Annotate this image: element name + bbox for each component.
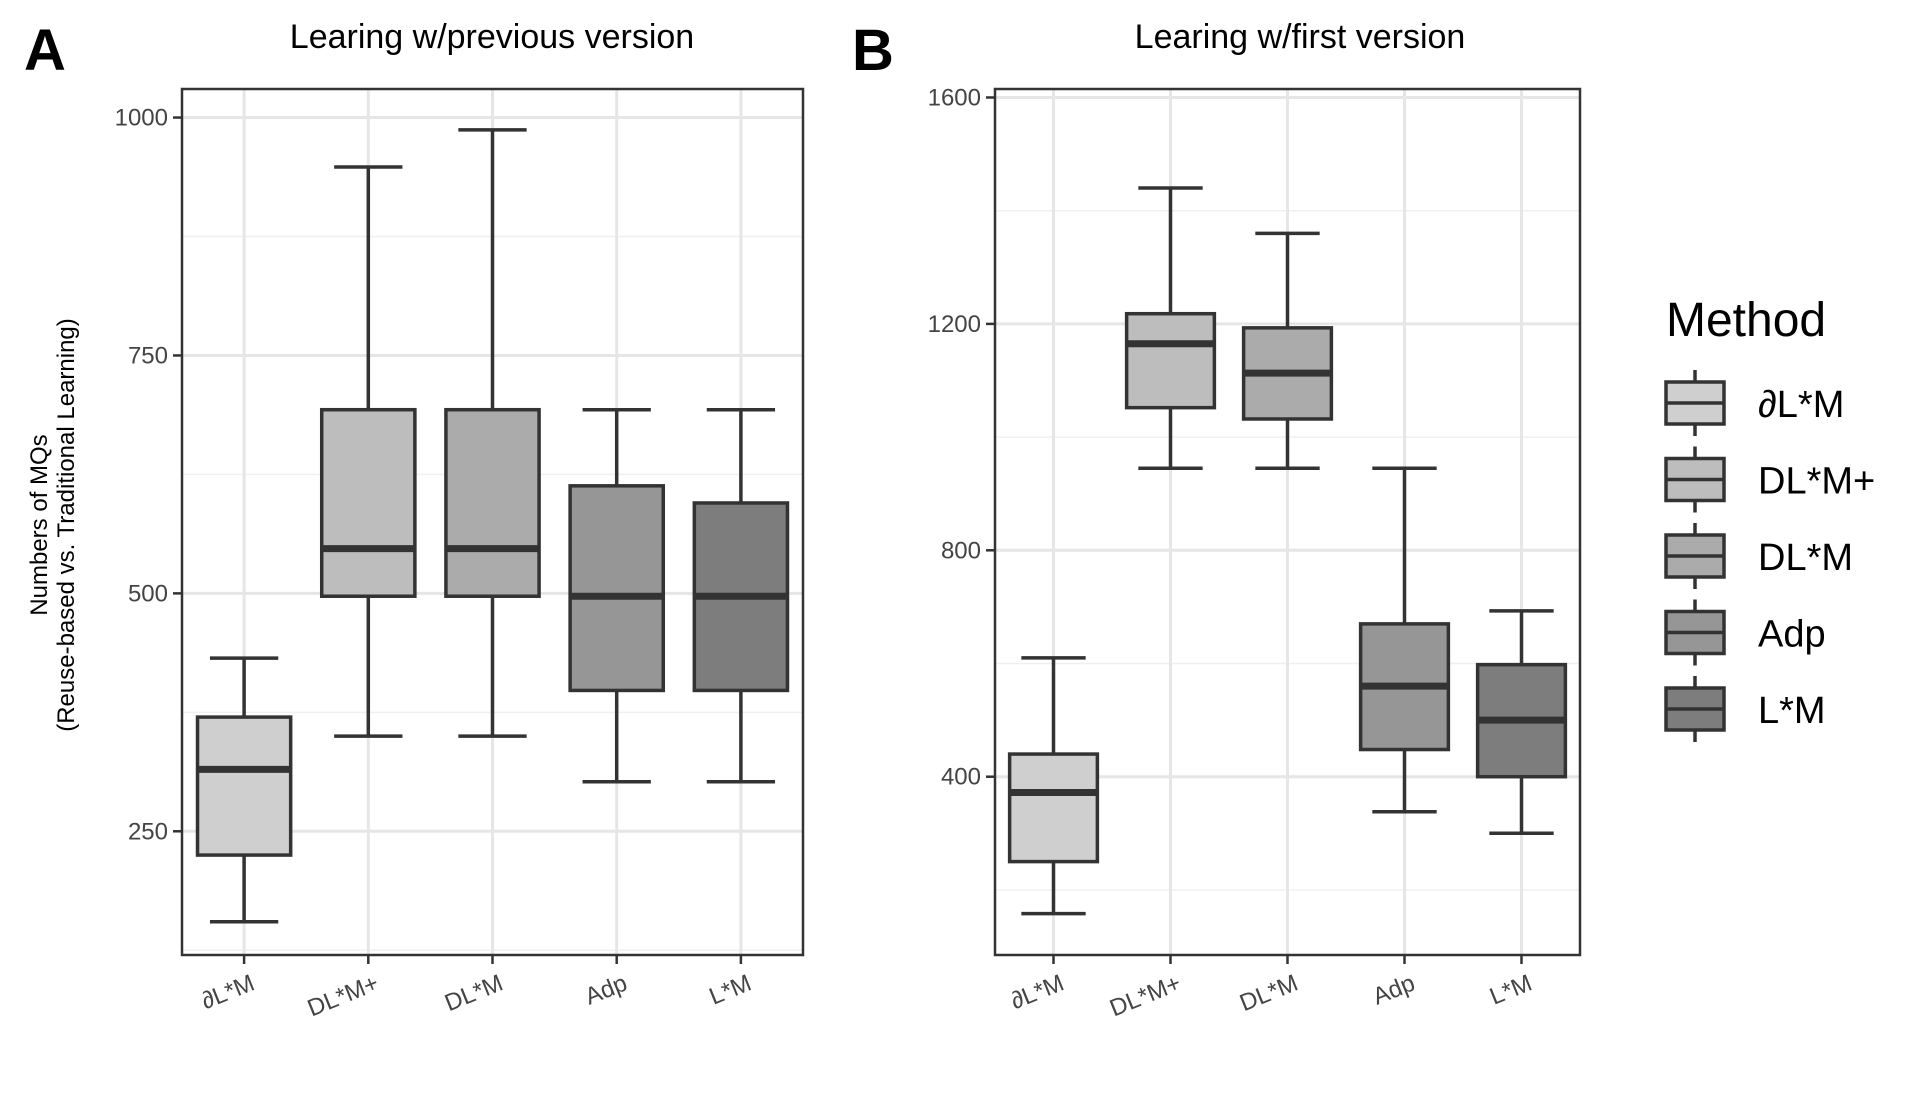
legend-item-label: DL*M+: [1758, 461, 1875, 503]
x-tick-label: Adp: [581, 970, 631, 1011]
box-a-2: [319, 165, 417, 738]
y-axis-label-line1: Numbers of MQs: [26, 434, 53, 615]
legend-item: L*M: [1664, 676, 1826, 742]
legend-item-label: ∂L*M: [1758, 384, 1844, 426]
box-iqr: [568, 484, 666, 693]
legend: Method ∂L*M DL*M+ DL*M Adp L*M: [1664, 294, 1875, 742]
x-tick-label: ∂L*M: [198, 970, 259, 1015]
box-b-1: [1007, 656, 1100, 916]
legend-title: Method: [1666, 294, 1826, 347]
panel-a-title: Learing w/previous version: [290, 18, 694, 56]
legend-item-label: L*M: [1758, 690, 1826, 732]
panel-label-a: A: [24, 18, 66, 83]
box-iqr: [195, 715, 293, 857]
y-tick-label: 400: [941, 764, 981, 791]
panel-b-title: Learing w/first version: [1135, 18, 1466, 56]
x-tick-label: L*M: [705, 970, 755, 1011]
y-tick-label: 1200: [928, 311, 981, 338]
panel-b-plot: 400 800 1200 1600 ∂L*M DL*M+ DL*M Adp L*M: [928, 84, 1582, 1023]
y-axis-label: Numbers of MQs (Reuse-based vs. Traditio…: [26, 318, 80, 732]
legend-item-label: DL*M: [1758, 537, 1853, 579]
legend-item-label: Adp: [1758, 614, 1826, 656]
box-b-5: [1475, 609, 1568, 836]
y-tick-label: 1000: [115, 105, 168, 132]
x-tick-label: DL*M+: [304, 970, 383, 1023]
legend-item: DL*M+: [1664, 446, 1875, 513]
box-a-5: [692, 407, 790, 784]
x-tick-label: Adp: [1369, 970, 1419, 1011]
box-b-2: [1124, 186, 1217, 470]
box-b-3: [1241, 231, 1334, 470]
x-tick-label: ∂L*M: [1007, 970, 1068, 1015]
y-tick-label: 500: [128, 580, 168, 607]
legend-item: DL*M: [1664, 523, 1853, 589]
x-tick-label: L*M: [1486, 970, 1536, 1011]
box-a-1: [195, 656, 293, 924]
legend-item: Adp: [1664, 599, 1826, 666]
y-axis-label-line2: (Reuse-based vs. Traditional Learning): [53, 318, 80, 732]
y-tick-label: 1600: [928, 84, 981, 111]
box-iqr: [1007, 752, 1100, 864]
box-a-3: [444, 128, 541, 738]
x-tick-label: DL*M: [441, 970, 507, 1018]
y-tick-label: 250: [128, 818, 168, 845]
box-b-4: [1358, 466, 1451, 814]
box-iqr: [319, 407, 417, 598]
box-iqr: [444, 407, 541, 598]
panel-a-plot: 250 500 750 1000 ∂L*M DL*M+ DL*M Adp L*M: [115, 87, 805, 1023]
y-tick-label: 800: [941, 537, 981, 564]
x-tick-label: DL*M+: [1106, 970, 1185, 1023]
x-tick-label: DL*M: [1236, 970, 1302, 1018]
box-a-4: [568, 407, 666, 784]
box-iqr: [1124, 311, 1217, 410]
legend-item: ∂L*M: [1664, 370, 1844, 436]
panel-label-b: B: [852, 18, 894, 83]
y-tick-label: 750: [128, 342, 168, 369]
